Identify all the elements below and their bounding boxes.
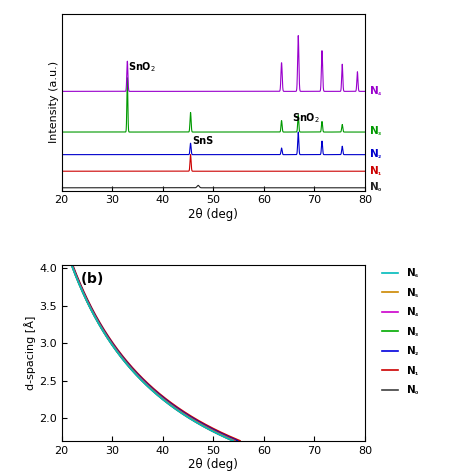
X-axis label: 2θ (deg): 2θ (deg): [188, 208, 238, 221]
Y-axis label: d-spacing [Å]: d-spacing [Å]: [24, 316, 36, 390]
Text: SnO$_2$: SnO$_2$: [292, 111, 319, 125]
Y-axis label: Intensity (a.u.): Intensity (a.u.): [49, 61, 59, 144]
Text: $\mathbf{N_₄}$: $\mathbf{N_₄}$: [369, 84, 383, 98]
Text: SnO$_2$: SnO$_2$: [128, 60, 156, 74]
Text: $\mathbf{N_₁}$: $\mathbf{N_₁}$: [369, 164, 383, 177]
Text: $\mathbf{N_₂}$: $\mathbf{N_₂}$: [369, 147, 383, 161]
X-axis label: 2θ (deg): 2θ (deg): [188, 458, 238, 472]
Text: SnS: SnS: [192, 136, 213, 146]
Text: $\mathbf{(b)}$: $\mathbf{(b)}$: [80, 270, 103, 287]
Text: $\mathbf{N_₀}$: $\mathbf{N_₀}$: [369, 180, 383, 194]
Legend: $\mathbf{N_₆}$, $\mathbf{N_₅}$, $\mathbf{N_₄}$, $\mathbf{N_₃}$, $\mathbf{N_₂}$, : $\mathbf{N_₆}$, $\mathbf{N_₅}$, $\mathbf…: [383, 266, 420, 397]
Text: $\mathbf{N_₃}$: $\mathbf{N_₃}$: [369, 125, 383, 138]
